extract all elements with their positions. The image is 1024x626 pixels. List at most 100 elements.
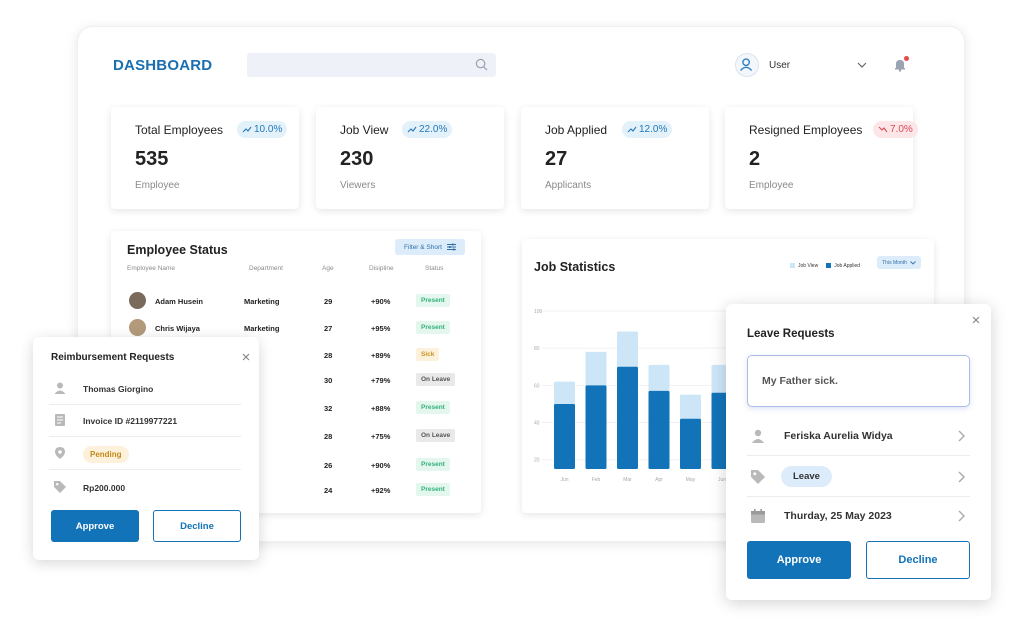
employee-age: 28 [324, 432, 333, 441]
employee-name: Chris Wijaya [155, 324, 200, 333]
notification-dot [904, 56, 909, 61]
tag-icon [54, 481, 66, 493]
bar-job-applied [617, 366, 638, 469]
trend-down-icon [878, 126, 888, 133]
user-avatar[interactable] [735, 53, 759, 77]
job-statistics-title: Job Statistics [534, 260, 616, 274]
employee-age: 30 [324, 376, 333, 385]
trend-value: 12.0% [639, 124, 668, 135]
y-tick-label: 80 [534, 346, 540, 352]
user-icon [54, 382, 66, 394]
column-header-status: Status [425, 265, 444, 272]
stat-card-job-applied: Job Applied 12.0% 27 Applicants [521, 107, 709, 209]
employee-name: Adam Husein [155, 297, 203, 306]
close-icon[interactable] [972, 316, 980, 324]
chevron-down-icon [910, 260, 916, 265]
leave-decline-button[interactable]: Decline [866, 541, 970, 579]
employee-discipline: +90% [371, 461, 391, 470]
brand-title: DASHBOARD [113, 57, 213, 74]
table-row[interactable]: 32 +88% Present [111, 399, 481, 421]
reimbursement-employee-row: Thomas Giorgino [49, 373, 241, 405]
x-tick-label: Mar [623, 477, 632, 483]
stat-subtitle: Viewers [340, 180, 376, 191]
column-header-department: Department [249, 265, 283, 272]
reimbursement-amount-row: Rp200.000 [49, 472, 241, 504]
leave-employee-row[interactable]: Feriska Aurelia Widya [747, 416, 970, 456]
trend-value: 22.0% [419, 124, 448, 135]
table-row[interactable]: 30 +79% On Leave [111, 371, 481, 393]
legend-swatch [826, 263, 832, 269]
chevron-down-icon[interactable] [857, 60, 867, 70]
status-badge: On Leave [416, 429, 456, 442]
employee-discipline: +79% [371, 376, 391, 385]
leave-date: Thurday, 25 May 2023 [784, 510, 892, 522]
user-name[interactable]: User [769, 60, 791, 71]
reimbursement-invoice-row: Invoice ID #2119977221 [49, 405, 241, 437]
status-badge: Present [416, 321, 450, 334]
bar-job-applied [680, 418, 701, 469]
y-tick-label: 100 [534, 309, 543, 315]
stat-title: Resigned Employees [749, 123, 863, 137]
legend-item-job-view: Job View [790, 263, 818, 269]
user-icon [752, 429, 764, 443]
y-tick-label: 20 [534, 458, 540, 464]
reimbursement-decline-button[interactable]: Decline [153, 510, 241, 542]
close-icon[interactable] [242, 353, 250, 361]
x-tick-label: May [686, 477, 696, 483]
employee-age: 26 [324, 461, 333, 470]
legend-swatch [790, 263, 795, 269]
filter-sort-label: Filter & Short [404, 243, 442, 251]
bar-job-applied [554, 403, 575, 469]
reimbursement-title: Reimbursement Requests [51, 352, 175, 363]
invoice-icon [55, 414, 65, 426]
table-row[interactable]: Adam Husein Marketing 29 +90% Present [111, 292, 481, 314]
employee-age: 32 [324, 404, 333, 413]
period-dropdown[interactable]: This Month [877, 256, 921, 269]
legend-item-job-applied: Job Applied [826, 263, 860, 269]
x-tick-label: Jun [718, 477, 726, 483]
employee-department: Marketing [244, 297, 280, 306]
leave-requests-card: Leave Requests Feriska Aurelia Widya Lea… [726, 304, 991, 600]
stat-subtitle: Employee [135, 180, 180, 191]
reimbursement-requests-card: Reimbursement Requests Thomas Giorgino I… [33, 337, 259, 560]
filter-sort-button[interactable]: Filter & Short [395, 239, 465, 255]
trend-up-icon [242, 126, 252, 133]
leave-employee-name: Feriska Aurelia Widya [784, 430, 893, 442]
stat-value: 27 [545, 148, 568, 170]
search-bar[interactable] [247, 53, 496, 77]
legend-label: Job Applied [834, 263, 861, 269]
x-tick-label: Feb [592, 477, 601, 483]
employee-age: 27 [324, 324, 333, 333]
stat-title: Job Applied [545, 123, 608, 137]
column-header-age: Age [322, 265, 334, 272]
chevron-right-icon [958, 471, 965, 483]
employee-avatar [129, 292, 146, 309]
leave-reason-input[interactable] [747, 355, 970, 407]
trend-up-icon [407, 126, 417, 133]
bell-icon[interactable] [893, 58, 907, 72]
leave-approve-button[interactable]: Approve [747, 541, 851, 579]
trend-value: 10.0% [254, 124, 283, 135]
chevron-right-icon [958, 510, 965, 522]
stat-value: 2 [749, 148, 761, 170]
stat-value: 230 [340, 148, 374, 170]
search-icon[interactable] [475, 58, 488, 71]
user-icon [740, 58, 753, 71]
employee-discipline: +92% [371, 486, 391, 495]
employee-discipline: +90% [371, 297, 391, 306]
bar-job-applied [648, 390, 670, 469]
status-badge: Sick [416, 348, 440, 361]
leave-date-row[interactable]: Thurday, 25 May 2023 [747, 496, 970, 536]
reimbursement-amount: Rp200.000 [83, 483, 126, 493]
leave-type-row[interactable]: Leave [747, 457, 970, 497]
employee-discipline: +89% [371, 351, 391, 360]
trend-badge: 22.0% [402, 121, 453, 138]
bar-job-applied [585, 385, 607, 469]
trend-badge: 12.0% [622, 121, 673, 138]
employee-department: Marketing [244, 324, 280, 333]
trend-up-icon [627, 126, 637, 133]
reimbursement-approve-button[interactable]: Approve [51, 510, 139, 542]
stat-value: 535 [135, 148, 169, 170]
stat-card-job-view: Job View 22.0% 230 Viewers [316, 107, 504, 209]
table-row[interactable]: Chris Wijaya Marketing 27 +95% Present [111, 319, 481, 341]
